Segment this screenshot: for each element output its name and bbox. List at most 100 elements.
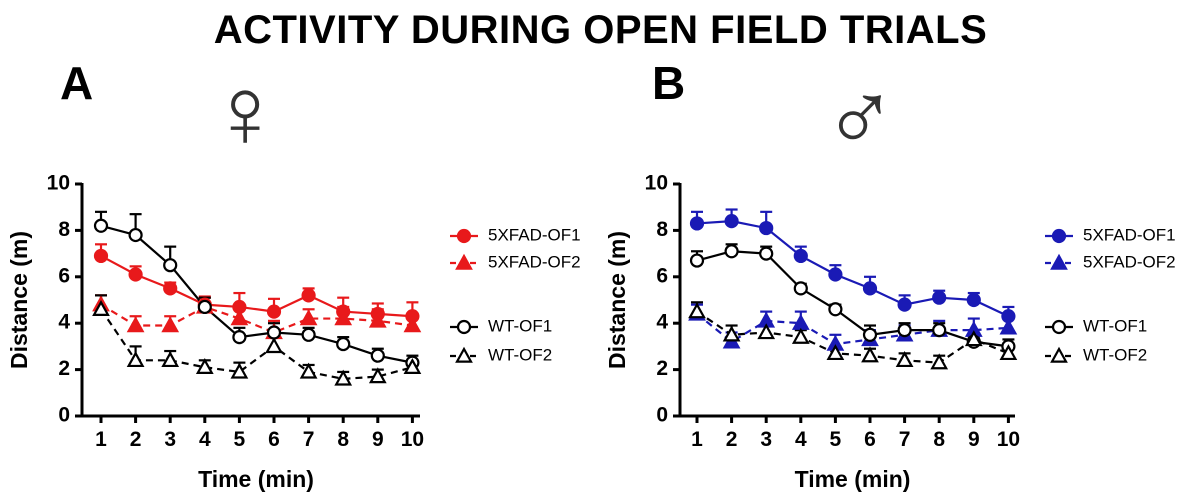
panel-a-series-wt-of1-point xyxy=(266,325,282,340)
panel-a-legend-wt-of2-label: WT-OF2 xyxy=(488,345,552,364)
panel-a-series-wt-of1-point xyxy=(93,218,109,233)
male-symbol: ♂ xyxy=(823,61,898,173)
panel-b-series-5xfad-of1-point xyxy=(828,267,843,282)
panel-a-x-tick-label: 9 xyxy=(372,428,384,451)
panel-a-x-tick-label: 5 xyxy=(234,428,246,451)
panel-b-series-wt-of1-point xyxy=(897,323,912,338)
panel-a-legend-5xfad-of1-label: 5XFAD-OF1 xyxy=(488,225,581,244)
panel-b-y-tick-label: 10 xyxy=(645,172,668,195)
panel-a-x-tick-label: 1 xyxy=(95,428,107,451)
panel-a-series-wt-of2-point xyxy=(403,358,422,374)
panel-a-y-tick-label: 0 xyxy=(58,404,70,427)
panel-a-series-wt-of2-point xyxy=(126,351,145,368)
panel-a-series-5xfad-of2-point xyxy=(161,316,180,333)
panel-b-series-wt-of2-point xyxy=(895,351,914,368)
panel-b-legend-5xfad-of2-label: 5XFAD-OF2 xyxy=(1083,252,1176,271)
panel-b-series-wt-of1-point xyxy=(862,327,878,342)
panel-a-series-wt-of1-point xyxy=(301,327,316,342)
female-symbol: ♀ xyxy=(208,56,283,168)
panel-a-legend-5xfad-of2-point xyxy=(455,253,473,270)
figure-title: ACTIVITY DURING OPEN FIELD TRIALS xyxy=(213,8,988,52)
panel-a-y-tick-label: 8 xyxy=(58,218,70,241)
panel-b-y-tick-label: 0 xyxy=(656,404,668,427)
panel-a-series-wt-of2-point xyxy=(299,362,318,379)
panel-a-y-tick-label: 2 xyxy=(58,357,70,380)
panel-b-x-tick-label: 2 xyxy=(726,428,738,451)
panel-b-series-5xfad-of1-point xyxy=(759,220,774,236)
panel-a-series-wt-of1-point xyxy=(370,348,385,363)
panel-a-letter: A xyxy=(60,57,94,109)
panel-a-legend-wt-of1-label: WT-OF1 xyxy=(488,316,552,335)
panel-b-series-wt-of1-point xyxy=(724,244,739,259)
panel-a-legend-5xfad-of1: 5XFAD-OF1 xyxy=(450,225,581,244)
panel-b-y-tick-label: 4 xyxy=(656,311,668,334)
panel-b-legend-wt-of2: WT-OF2 xyxy=(1045,345,1147,364)
panel-b-legend-wt-of1-label: WT-OF1 xyxy=(1083,316,1147,335)
panel-a-series-wt-of1-point xyxy=(128,227,143,243)
panel-a-series-5xfad-of1-point xyxy=(301,288,316,303)
panel-a-series-5xfad-of1 xyxy=(95,243,419,318)
panel-b-series-5xfad-of1-point xyxy=(862,281,878,296)
panel-b-y-tick-label: 2 xyxy=(656,357,668,380)
panel-a-legend-5xfad-of2: 5XFAD-OF2 xyxy=(450,252,581,271)
panel-b-series-wt-of1-point xyxy=(932,323,947,338)
panel-a-series-wt-of2-point xyxy=(195,358,214,374)
panel-b-series-wt-of2-point xyxy=(826,344,845,361)
panel-b-x-tick-label: 10 xyxy=(997,428,1020,451)
panel-a-y-tick-label: 4 xyxy=(58,311,70,334)
panel-b-series-5xfad-of1-point xyxy=(966,292,981,308)
panel-b-series-5xfad-of1 xyxy=(691,208,1015,318)
panel-b-series-wt-of1-point xyxy=(793,281,808,296)
panel-a-series-5xfad-of1-point xyxy=(163,281,178,296)
panel-a-series-5xfad-of2-line xyxy=(100,303,413,334)
panel-a-legend-5xfad-of1-point xyxy=(456,228,472,244)
panel-b-y-axis-label: Distance (m) xyxy=(604,231,630,369)
panel-b-x-tick-label: 9 xyxy=(968,428,980,451)
panel-b-legend-5xfad-of2: 5XFAD-OF2 xyxy=(1045,252,1176,271)
panel-b-series-5xfad-of1-point xyxy=(897,297,912,312)
panel-b-series-wt-of2-point xyxy=(757,323,776,340)
panel-a-series-5xfad-of1-point xyxy=(266,304,282,319)
panel-a-series-5xfad-of2-point xyxy=(403,316,422,333)
panel-b-series-wt-of2-point xyxy=(964,330,983,347)
panel-a-x-tick-label: 8 xyxy=(337,428,349,451)
panel-b-series-wt-of1-point xyxy=(759,246,774,261)
panel-b-series-5xfad-of2-line xyxy=(696,313,1009,346)
panel-a-series-5xfad-of2-point xyxy=(126,316,145,333)
panel-a-x-tick-label: 6 xyxy=(268,428,280,451)
panel-b-series-wt-of2-point xyxy=(791,327,810,344)
panel-a-series-wt-of2-point xyxy=(334,369,353,386)
panel-b-series-wt-of2-point xyxy=(999,344,1018,361)
panel-b-legend-wt-of1: WT-OF1 xyxy=(1045,316,1147,335)
panel-a-legend-wt-of1: WT-OF1 xyxy=(450,316,552,335)
panel-a-series-wt-of2-point xyxy=(230,362,249,379)
panel-b-series-5xfad-of1-point xyxy=(932,290,947,305)
panel-b-x-tick-label: 7 xyxy=(899,428,911,451)
panel-a-series-wt-of2-line xyxy=(100,308,413,380)
panel-a-series-5xfad-of2-point xyxy=(230,309,249,326)
panel-b-series-5xfad-of2-point xyxy=(999,318,1018,335)
panel-b-x-tick-label: 8 xyxy=(933,428,945,451)
panel-b-legend-5xfad-of2-point xyxy=(1050,253,1068,270)
panel-b-x-axis-label: Time (min) xyxy=(795,466,911,492)
panel-b-series-5xfad-of1-point xyxy=(689,216,705,231)
panel-b-legend-5xfad-of1-label: 5XFAD-OF1 xyxy=(1083,225,1176,244)
panel-b-x-tick-label: 1 xyxy=(691,428,703,451)
panel-b-series-5xfad-of1-point xyxy=(793,248,808,264)
panel-b-series-5xfad-of1-point xyxy=(724,214,739,229)
panel-a-series-wt-of2-point xyxy=(92,300,110,316)
panel-a-series-wt-of2-point xyxy=(265,337,283,354)
panel-a-series-wt-of1 xyxy=(95,210,419,364)
panel-a-x-tick-label: 4 xyxy=(199,428,211,451)
panel-a-x-tick-label: 7 xyxy=(303,428,315,451)
panel-a-series-5xfad-of2-point xyxy=(299,309,318,326)
panel-b-letter: B xyxy=(652,57,686,109)
panel-a-x-tick-label: 3 xyxy=(164,428,176,451)
panel-b-x-tick-label: 6 xyxy=(864,428,876,451)
panel-a-x-tick-label: 10 xyxy=(401,428,424,451)
panel-a-x-tick-label: 2 xyxy=(130,428,142,451)
panel-a-legend-wt-of2: WT-OF2 xyxy=(450,345,552,364)
panel-b-series-wt-of2-point xyxy=(722,325,741,342)
panel-a-series-5xfad-of2-point xyxy=(368,311,387,328)
